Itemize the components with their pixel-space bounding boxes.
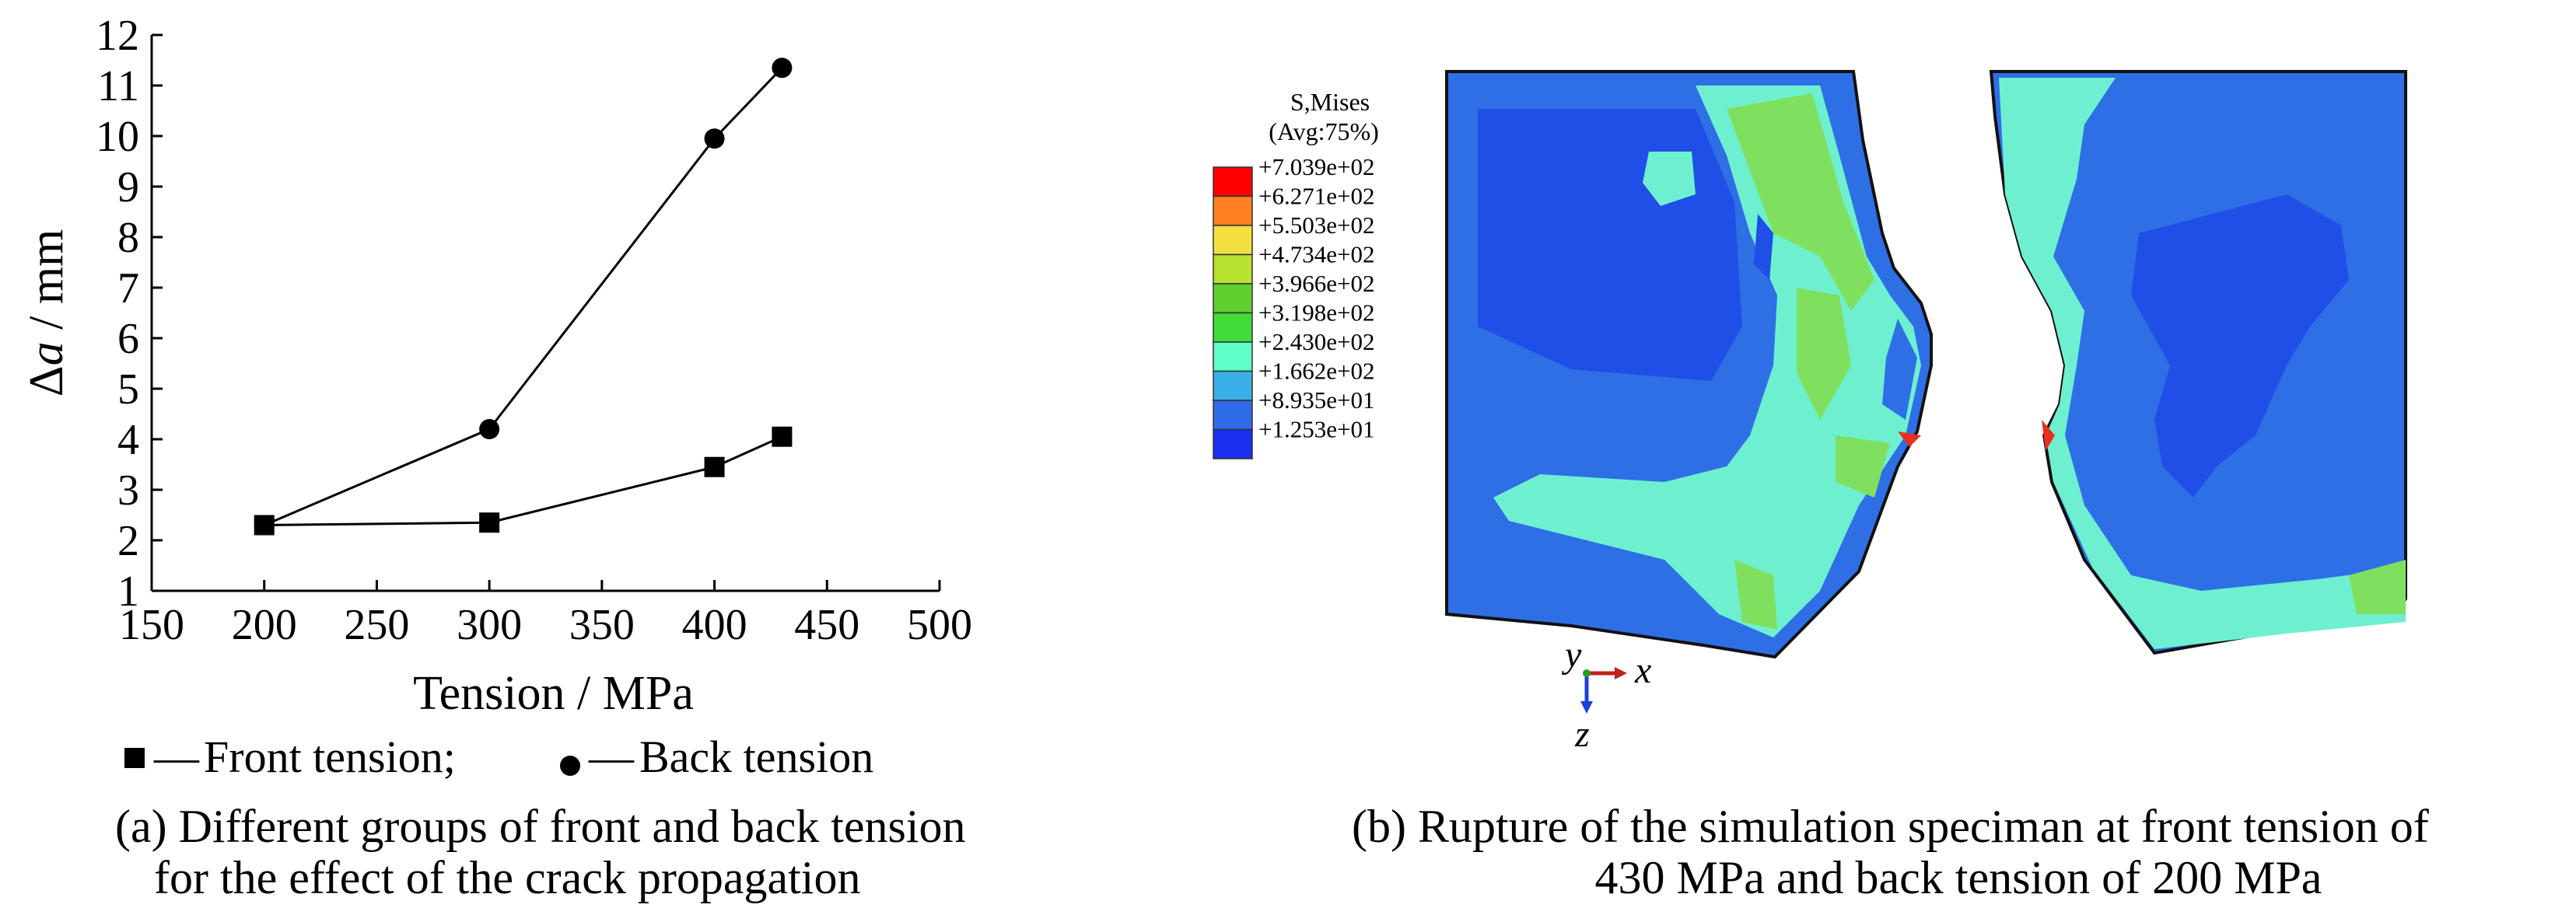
- contour-color-band: [1213, 428, 1253, 459]
- contour-color-band: [1213, 283, 1253, 314]
- y-axis-title: Δa / mm: [20, 229, 73, 397]
- contour-color-band: [1213, 253, 1253, 285]
- contour-level-label: +3.966e+02: [1258, 270, 1374, 297]
- contour-color-band: [1213, 341, 1253, 372]
- x-tick-label: 350: [569, 601, 635, 649]
- contour-level-label: +5.503e+02: [1258, 211, 1374, 239]
- legend-label-front: Front tension;: [204, 732, 456, 782]
- legend-circle-marker: [560, 756, 580, 776]
- contour-legend-subtitle: (Avg:75%): [1269, 117, 1379, 145]
- y-tick-label: 2: [117, 517, 139, 565]
- contour-level-label: +2.430e+02: [1258, 328, 1374, 355]
- y-tick-label: 5: [117, 365, 139, 414]
- data-point-square: [479, 512, 500, 533]
- data-point-circle: [479, 419, 500, 439]
- chart-axes: [150, 35, 940, 592]
- y-tick-label: 9: [117, 163, 139, 211]
- legend-label-back: Back tension: [639, 732, 873, 782]
- series-layer: [254, 58, 793, 536]
- caption-a-line1: (a) Different groups of front and back t…: [115, 801, 966, 852]
- contour-level-label: +6.271e+02: [1258, 183, 1374, 210]
- chart-legend: — Front tension; — Back tension: [124, 732, 873, 782]
- contour-level-labels: +7.039e+02 +6.271e+02+5.503e+02+4.734e+02…: [1258, 153, 1374, 443]
- data-point-square: [704, 456, 725, 477]
- y-tick-label: 7: [117, 264, 139, 313]
- series-line-0: [264, 435, 783, 526]
- contour-level-label: +1.253e+01: [1258, 416, 1374, 443]
- contour-level-label: +8.935e+01: [1258, 386, 1374, 414]
- y-axis-title-unit: / mm: [20, 229, 73, 342]
- contour-level-label: +1.662e+02: [1258, 358, 1374, 385]
- triad-label-x: x: [1634, 650, 1651, 691]
- contour-color-band: [1213, 225, 1253, 256]
- right-specimen-fragment: [1989, 70, 2407, 655]
- y-tick-label: 8: [117, 214, 139, 262]
- y-tick-label: 11: [97, 62, 139, 110]
- contour-color-band: [1213, 166, 1253, 197]
- x-axis-title: Tension / MPa: [413, 667, 694, 720]
- contour-legend-title: S,Mises: [1290, 88, 1370, 116]
- x-tick-label: 500: [907, 601, 972, 649]
- caption-a-line2: for the effect of the crack propagation: [154, 852, 861, 903]
- x-tick-label: 200: [232, 601, 297, 649]
- contour-color-band: [1213, 312, 1253, 343]
- legend-dash-back: —: [588, 732, 635, 782]
- y-tick-label: 12: [96, 12, 139, 60]
- y-axis-title-symbol: Δ: [20, 365, 73, 396]
- coordinate-triad: y x z: [1561, 634, 1651, 755]
- series-line-1: [264, 67, 783, 526]
- contour-level-label: +7.039e+02: [1258, 153, 1374, 180]
- contour-level-label: +4.734e+02: [1258, 241, 1374, 268]
- y-tick-label: 10: [96, 113, 139, 161]
- contour-color-band: [1213, 400, 1253, 431]
- y-tick-label: 1: [117, 568, 139, 616]
- x-tick-label: 450: [794, 601, 859, 649]
- crack-propagation-chart: 150 200 250 300 350 400 450 500123456789101112 …: [20, 12, 972, 782]
- contour-color-band: [1213, 370, 1253, 401]
- y-tick-label: 4: [117, 416, 139, 464]
- y-tick-label: 3: [117, 466, 139, 515]
- simulation-contour-panel: S,Mises (Avg:75%) +7.039e+02 +6.271e+02 +5…: [1073, 0, 2576, 911]
- x-tick-label: 400: [682, 601, 747, 649]
- triad-label-y: y: [1561, 634, 1582, 676]
- legend-dash-front: —: [153, 732, 200, 782]
- crack-propagation-chart-panel: 150 200 250 300 350 400 450 500 1 2 3 4 5 6 7 8 9 10 11 12 …: [0, 0, 1073, 911]
- triad-label-z: z: [1574, 714, 1590, 755]
- caption-b-line2: 430 MPa and back tension of 200 MPa: [1594, 852, 2322, 903]
- x-tick-label: 150: [119, 601, 184, 649]
- x-tick-label: 250: [344, 601, 409, 649]
- contour-level-label: +3.198e+02: [1258, 299, 1374, 327]
- legend-square-marker: [124, 748, 145, 768]
- caption-b-line1: (b) Rupture of the simulation speciman a…: [1352, 801, 2429, 852]
- data-point-circle: [704, 128, 725, 149]
- data-point-circle: [254, 515, 275, 536]
- y-tick-label: 6: [117, 315, 139, 363]
- contour-color-bands: [1213, 166, 1253, 459]
- data-point-circle: [772, 58, 793, 79]
- y-axis-title-variable: a: [20, 341, 73, 365]
- contour-figure: S,Mises (Avg:75%) +7.039e+02 +6.271e+02+5…: [1213, 70, 2407, 755]
- left-specimen-fragment: [1445, 70, 1933, 659]
- data-point-square: [772, 426, 793, 447]
- contour-color-band: [1213, 195, 1253, 226]
- x-tick-label: 300: [457, 601, 522, 649]
